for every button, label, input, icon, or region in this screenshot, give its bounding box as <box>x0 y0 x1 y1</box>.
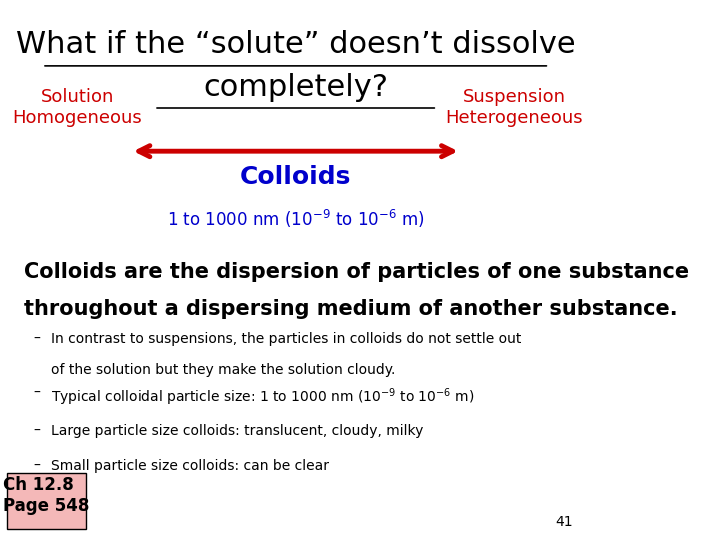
Text: In contrast to suspensions, the particles in colloids do not settle out: In contrast to suspensions, the particle… <box>51 332 521 346</box>
FancyBboxPatch shape <box>6 472 86 529</box>
Text: What if the “solute” doesn’t dissolve: What if the “solute” doesn’t dissolve <box>16 30 575 59</box>
Text: –: – <box>33 332 40 346</box>
Text: –: – <box>33 459 40 473</box>
Text: 1 to 1000 nm (10$^{-9}$ to 10$^{-6}$ m): 1 to 1000 nm (10$^{-9}$ to 10$^{-6}$ m) <box>167 208 425 230</box>
Text: Ch 12.8
Page 548: Ch 12.8 Page 548 <box>3 476 89 515</box>
Text: Small particle size colloids: can be clear: Small particle size colloids: can be cle… <box>51 459 329 473</box>
Text: Typical colloidal particle size: 1 to 1000 nm (10$^{-9}$ to 10$^{-6}$ m): Typical colloidal particle size: 1 to 10… <box>51 386 474 408</box>
Text: –: – <box>33 424 40 438</box>
Text: Colloids: Colloids <box>240 165 351 188</box>
Text: Large particle size colloids: translucent, cloudy, milky: Large particle size colloids: translucen… <box>51 424 423 438</box>
Text: Suspension
Heterogeneous: Suspension Heterogeneous <box>445 88 582 127</box>
Text: completely?: completely? <box>203 73 388 102</box>
Text: of the solution but they make the solution cloudy.: of the solution but they make the soluti… <box>51 363 395 377</box>
Text: throughout a dispersing medium of another substance.: throughout a dispersing medium of anothe… <box>24 299 678 319</box>
Text: Colloids are the dispersion of particles of one substance: Colloids are the dispersion of particles… <box>24 262 690 282</box>
Text: 41: 41 <box>555 515 573 529</box>
Text: Solution
Homogeneous: Solution Homogeneous <box>13 88 143 127</box>
Text: –: – <box>33 386 40 400</box>
